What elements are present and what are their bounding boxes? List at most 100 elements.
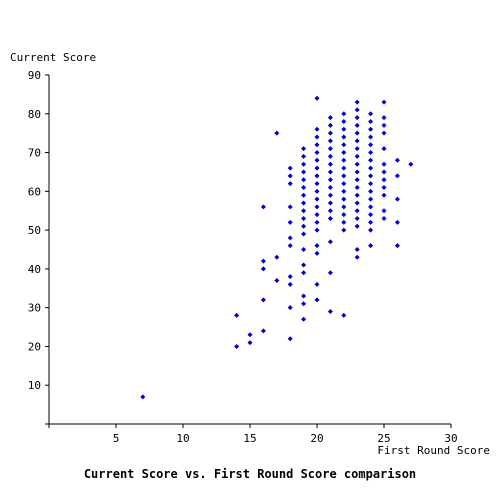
data-point	[381, 122, 387, 128]
data-point	[341, 173, 347, 179]
data-point	[341, 150, 347, 156]
y-tick-label: 90	[28, 69, 41, 82]
data-point	[301, 301, 307, 307]
data-point	[368, 212, 374, 218]
data-point	[287, 181, 293, 187]
data-point	[381, 208, 387, 214]
data-point	[301, 215, 307, 221]
data-point	[394, 243, 400, 249]
data-point	[354, 247, 360, 252]
data-point	[327, 122, 333, 128]
data-point	[394, 157, 400, 163]
data-point	[354, 184, 360, 190]
x-tick-label: 20	[310, 432, 323, 445]
data-point	[354, 115, 360, 121]
data-point	[354, 107, 360, 113]
data-point	[341, 181, 347, 187]
data-point	[368, 111, 374, 117]
data-point	[314, 227, 320, 233]
data-point	[260, 204, 266, 210]
data-point	[301, 169, 307, 175]
data-point	[341, 134, 347, 140]
data-point	[327, 270, 333, 276]
data-point	[368, 165, 374, 171]
data-point	[314, 165, 320, 171]
data-point	[301, 270, 307, 276]
data-point	[354, 192, 360, 198]
data-point	[381, 177, 387, 183]
data-point	[341, 204, 347, 210]
data-point	[368, 227, 374, 233]
data-point	[394, 173, 400, 179]
data-point	[341, 119, 347, 125]
x-axis-label: First Round Score	[377, 444, 490, 457]
data-point	[274, 278, 280, 284]
data-point	[354, 122, 360, 128]
data-point	[234, 343, 240, 349]
data-point	[368, 142, 374, 148]
data-point	[287, 173, 293, 179]
data-point	[394, 219, 400, 225]
data-point	[341, 196, 347, 202]
data-point	[381, 184, 387, 190]
data-point	[301, 153, 307, 159]
ticks: 10 20 30 40 50 60 70 80 90 5 10 15 20 25 30	[28, 69, 458, 445]
x-tick-label: 15	[243, 432, 256, 445]
data-point	[354, 130, 360, 136]
y-tick-label: 20	[28, 340, 41, 353]
data-point	[327, 177, 333, 183]
data-point	[341, 142, 347, 148]
data-point	[381, 169, 387, 175]
data-point	[327, 192, 333, 198]
data-point	[354, 177, 360, 183]
x-tick-label: 25	[377, 432, 390, 445]
y-tick-label: 80	[28, 108, 41, 121]
data-point	[341, 219, 347, 225]
chart-title: Current Score vs. First Round Score comp…	[84, 467, 416, 481]
data-point	[341, 126, 347, 132]
data-point	[314, 150, 320, 156]
data-point	[287, 204, 293, 210]
data-point	[327, 239, 333, 245]
data-point	[341, 227, 347, 233]
data-point	[314, 250, 320, 256]
data-point	[368, 126, 374, 132]
data-point	[354, 208, 360, 214]
x-tick-label: 10	[176, 432, 189, 445]
data-point	[301, 231, 307, 237]
data-point	[287, 336, 293, 342]
data-point	[327, 169, 333, 175]
data-point	[301, 293, 307, 299]
data-point	[247, 332, 253, 338]
data-point	[314, 212, 320, 218]
y-tick-label: 50	[28, 224, 41, 237]
data-point	[327, 215, 333, 221]
data-point	[301, 184, 307, 190]
data-point	[287, 305, 293, 311]
data-point	[368, 243, 374, 249]
data-point	[314, 297, 320, 303]
data-point	[368, 204, 374, 210]
data-point	[314, 219, 320, 225]
data-point	[341, 165, 347, 171]
data-point	[301, 223, 307, 229]
data-point	[354, 99, 360, 105]
data-point	[327, 146, 333, 152]
data-point	[354, 138, 360, 144]
data-point	[381, 130, 387, 136]
data-point	[287, 274, 293, 280]
data-point	[314, 126, 320, 132]
data-point	[287, 219, 293, 225]
data-point	[368, 134, 374, 140]
data-point	[327, 130, 333, 136]
data-point	[247, 340, 253, 346]
y-tick-label: 40	[28, 263, 41, 276]
data-point	[354, 200, 360, 206]
data-point	[301, 192, 307, 198]
data-point	[314, 142, 320, 148]
data-point	[354, 153, 360, 159]
y-tick-label: 60	[28, 185, 41, 198]
data-point	[314, 243, 320, 249]
data-point	[260, 297, 266, 303]
